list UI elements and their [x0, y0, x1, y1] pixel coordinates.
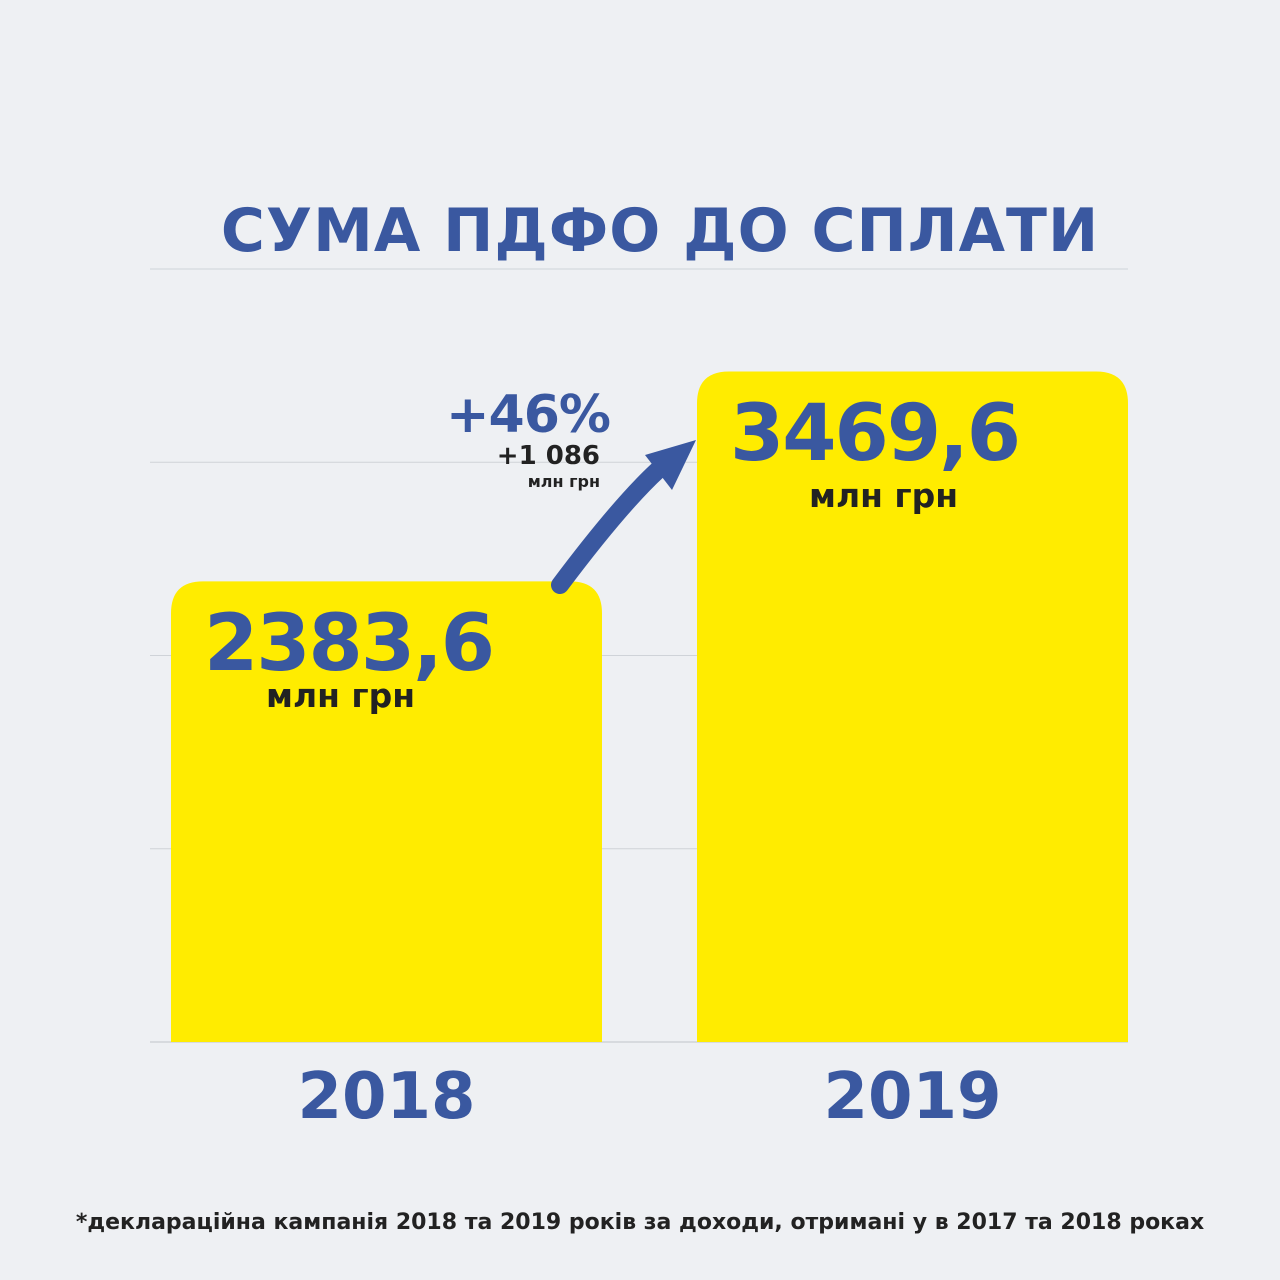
category-label-2018: 2018: [297, 1060, 476, 1134]
bar-value-2018: 2383,6: [204, 599, 495, 690]
growth-unit: млн грн: [527, 472, 600, 491]
growth-arrow-shaft: [551, 461, 667, 594]
bar-2019: [697, 371, 1128, 1043]
growth-arrow: [551, 440, 696, 594]
growth-arrow-head: [645, 440, 696, 490]
bar-unit-2019: млн грн: [809, 476, 959, 516]
bar-2018: [171, 581, 602, 1042]
footnote: *декларацiйна кампанiя 2018 та 2019 рокi…: [75, 1210, 1205, 1235]
bar-unit-2018: млн грн: [266, 676, 416, 716]
growth-absolute: +1 086: [496, 441, 600, 471]
bars: [171, 371, 1128, 1043]
bar-value-2019: 3469,6: [730, 389, 1021, 480]
chart-title: СУМА ПДФО ДО СПЛАТИ: [220, 196, 1100, 266]
growth-percent: +46%: [445, 385, 611, 445]
category-label-2019: 2019: [823, 1060, 1002, 1134]
